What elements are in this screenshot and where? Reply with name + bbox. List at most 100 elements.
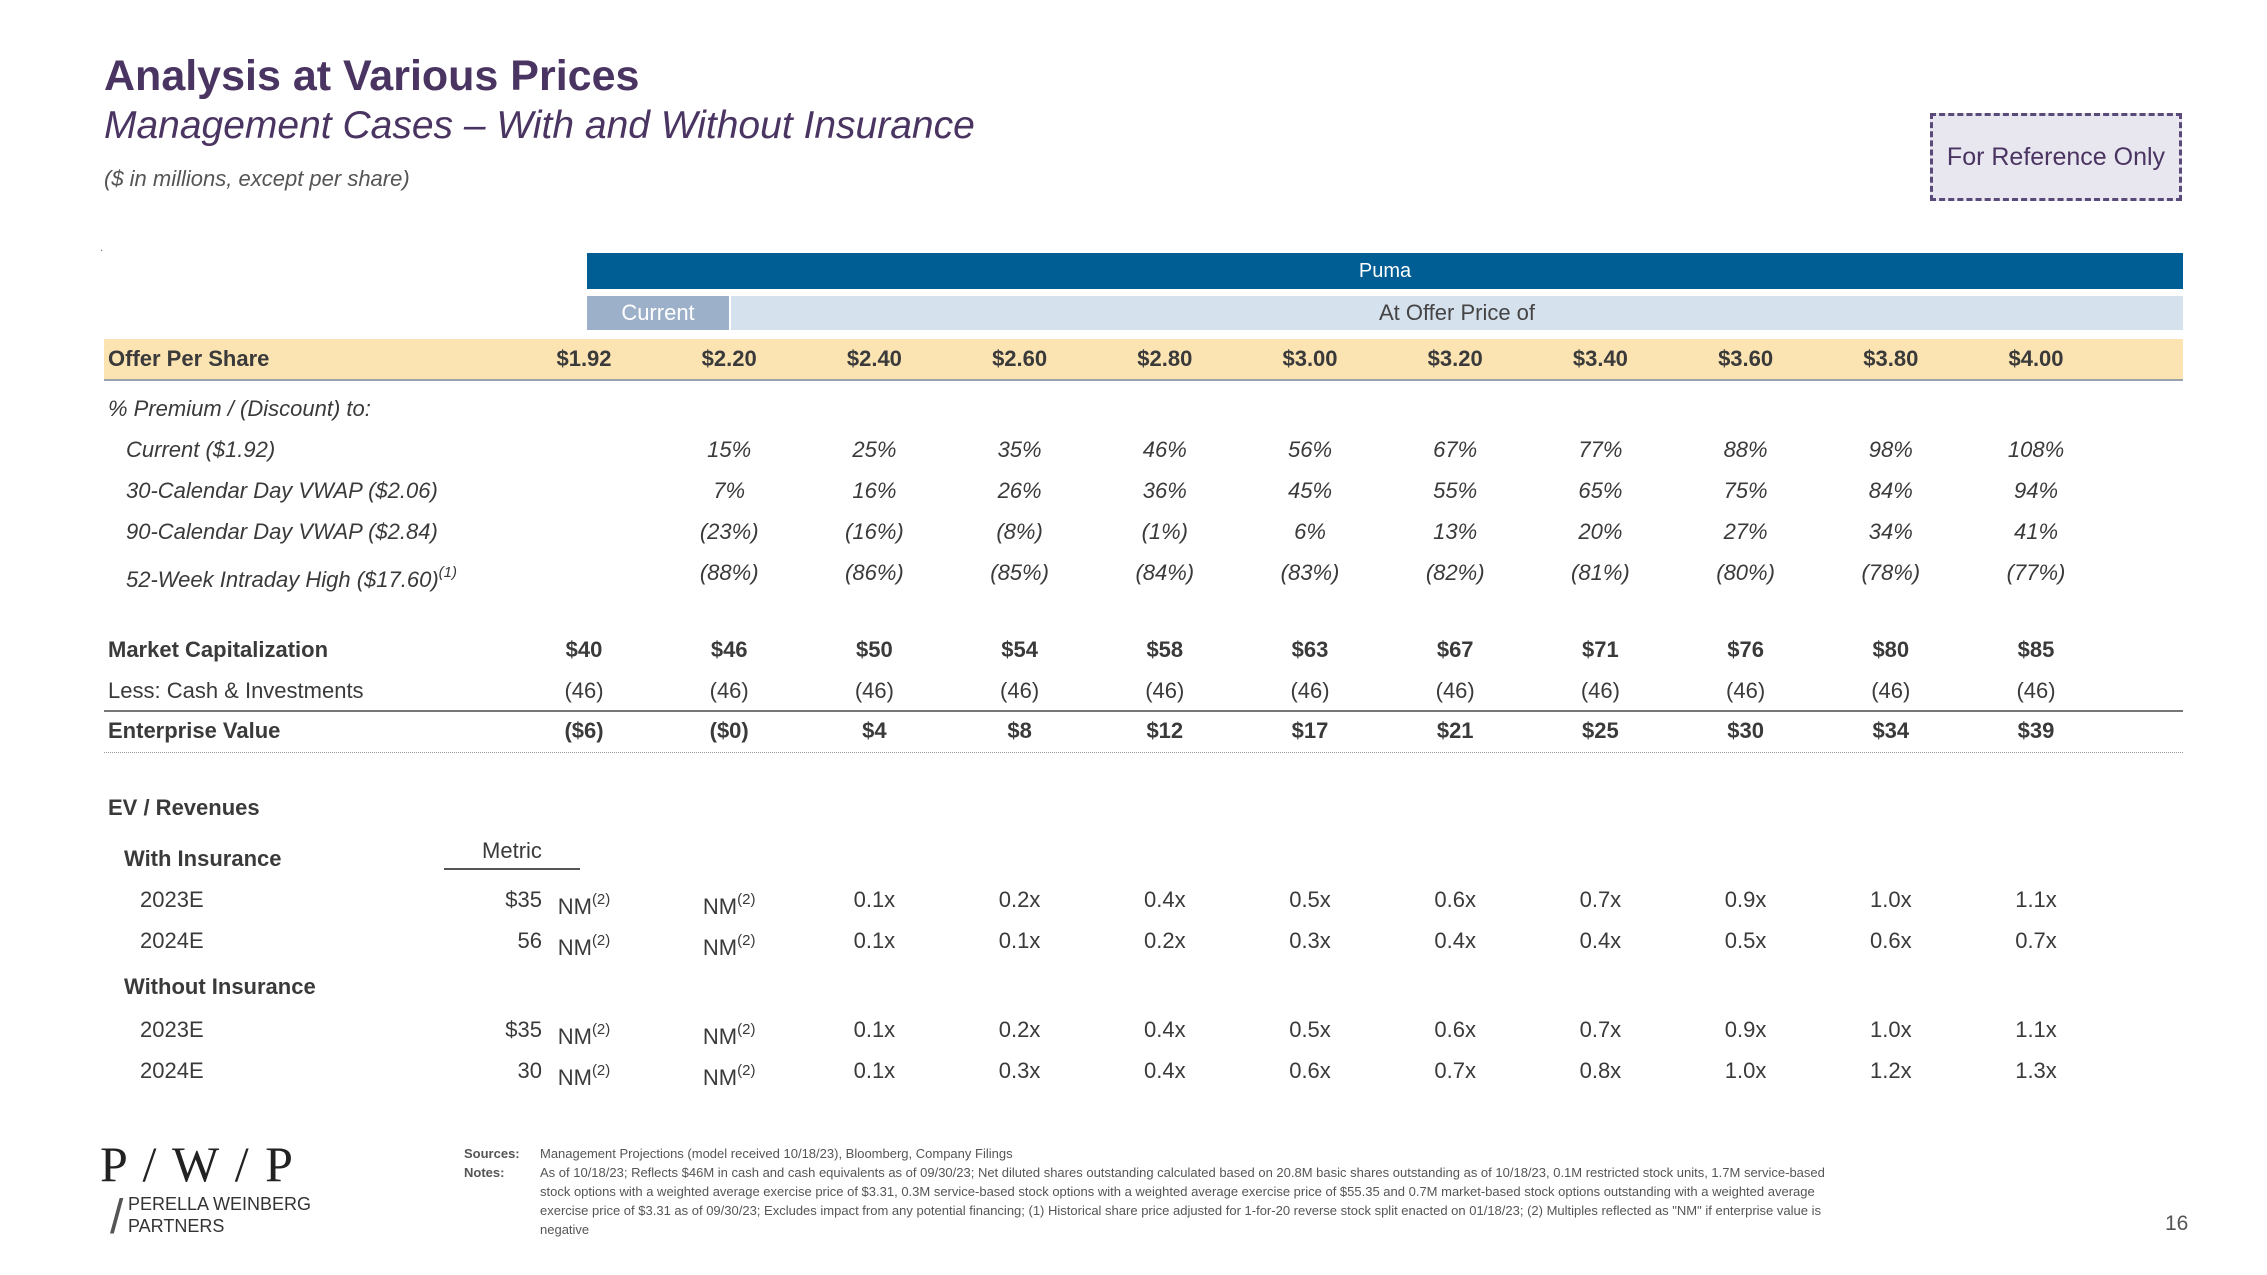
table-cell: (81%) [1530,553,1670,593]
table-cell: 0.7x [1966,921,2106,961]
table-cell: $3.40 [1530,339,1670,379]
table-cell [514,430,654,470]
cell-value: 0.1x [853,1058,896,1083]
table-cell: 6% [1240,512,1380,552]
cell-value: (83%) [1280,560,1340,585]
table-cell: 26% [950,471,1090,511]
cell-value: (46) [2016,678,2056,703]
cell-value: 0.4x [1579,928,1622,953]
cell-value: 0.5x [1724,928,1767,953]
cell-value: 7% [713,478,746,503]
cell-value: 0.7x [2015,928,2057,953]
notes-label: Notes: [464,1165,505,1180]
table-cell: (46) [1966,671,2106,711]
table-cell: NM(2) [659,1010,799,1050]
cell-value: NM [557,894,592,919]
cell-value: 1.2x [1870,1058,1912,1083]
cell-value: $50 [856,637,893,662]
cell-value: 0.4x [1144,887,1186,912]
cell-value: $4.00 [2008,346,2064,371]
table-cell: NM(2) [514,1010,654,1050]
table-cell: (46) [514,671,654,711]
page-title: Analysis at Various Prices [104,52,640,100]
cell-value: 0.5x [1289,887,1331,912]
table-cell: 77% [1530,430,1670,470]
table-cell: $4.00 [1966,339,2106,379]
table-cell: (46) [804,671,944,711]
cell-value: 1.0x [1724,1058,1767,1083]
table-cell: 56% [1240,430,1380,470]
table-cell: 0.3x [950,1051,1090,1091]
row-label: Current ($1.92) [126,437,276,462]
metric-header: Metric [444,838,580,870]
cell-value: 0.2x [998,1017,1041,1042]
cell-value: 0.5x [1289,1017,1331,1042]
without-insurance-row: 2023E $35 NM(2) NM(2) 0.1x 0.2x 0.4x 0.5x 0.6x 0.… [104,1010,2183,1050]
cell-value: 65% [1578,478,1623,503]
table-cell: $58 [1095,630,1235,670]
cell-value: 20% [1578,519,1623,544]
table-cell: (83%) [1240,553,1380,593]
with-insurance-header: With Insurance [104,839,2183,879]
cell-value: 1.0x [1870,1017,1912,1042]
table-cell: 0.5x [1240,1010,1380,1050]
row-label: Offer Per Share [108,346,270,371]
table-cell: $63 [1240,630,1380,670]
cell-value: (46) [1580,678,1620,703]
table-cell: 75% [1676,471,1816,511]
logo-text: PERELLA WEINBERG PARTNERS [128,1193,311,1237]
cell-value: 75% [1723,478,1768,503]
cell-value: $67 [1436,637,1474,662]
cell-value: 26% [997,478,1042,503]
metric-value: $35 [505,887,542,912]
row-label: 2024E [140,928,204,953]
footnote-ref: (2) [737,1062,756,1079]
premium-row: Current ($1.92) 15% 25% 35% 46% 56% 67% 77% 88% 9… [104,430,2183,470]
cell-value: 0.2x [1144,928,1186,953]
table-cell: 1.1x [1966,1010,2106,1050]
table-cell: 0.1x [804,880,944,920]
cell-value: (16%) [845,519,904,544]
table-cell: (46) [659,671,799,711]
cell-value: 0.2x [998,887,1041,912]
sources-label: Sources: [464,1146,520,1161]
table-cell: 41% [1966,512,2106,552]
cell-value: 0.6x [1289,1058,1331,1083]
cell-value: (77%) [2006,560,2066,585]
table-cell: 0.2x [950,880,1090,920]
table-cell: $2.20 [659,339,799,379]
table-cell: (8%) [950,512,1090,552]
table-cell: 1.0x [1676,1051,1816,1091]
cell-value: 46% [1142,437,1187,462]
table-cell: 65% [1530,471,1670,511]
table-cell: 0.9x [1676,1010,1816,1050]
cell-value: NM [557,935,592,960]
row-label: Market Capitalization [108,637,329,662]
cell-value: 1.0x [1870,887,1912,912]
cell-value: 41% [2013,519,2059,544]
cell-value: 0.1x [853,887,896,912]
footnote-ref: (2) [737,891,756,908]
table-cell: 0.7x [1530,880,1670,920]
table-cell: 1.2x [1821,1051,1961,1091]
cell-value: 45% [1287,478,1333,503]
table-cell: 0.6x [1240,1051,1380,1091]
cell-value: 0.6x [1434,1017,1476,1042]
cell-value: (46) [709,678,749,703]
table-cell: (46) [1240,671,1380,711]
table-cell: 0.1x [804,921,944,961]
divider [104,710,2183,712]
cell-value: NM [702,935,738,960]
without-insurance-row: 2024E 30 NM(2) NM(2) 0.1x 0.3x 0.4x 0.6x 0.7x 0.8… [104,1051,2183,1091]
table-cell: $3.80 [1821,339,1961,379]
cell-value: $8 [1007,718,1032,743]
cell-value: $34 [1872,718,1910,743]
table-cell: $67 [1385,630,1525,670]
table-cell: (84%) [1095,553,1235,593]
cell-value: 0.3x [1289,928,1331,953]
table-cell [514,471,654,511]
table-cell: $3.60 [1676,339,1816,379]
table-cell: $25 [1530,711,1670,751]
cell-value: NM [702,894,738,919]
cell-value: (23%) [699,519,759,544]
